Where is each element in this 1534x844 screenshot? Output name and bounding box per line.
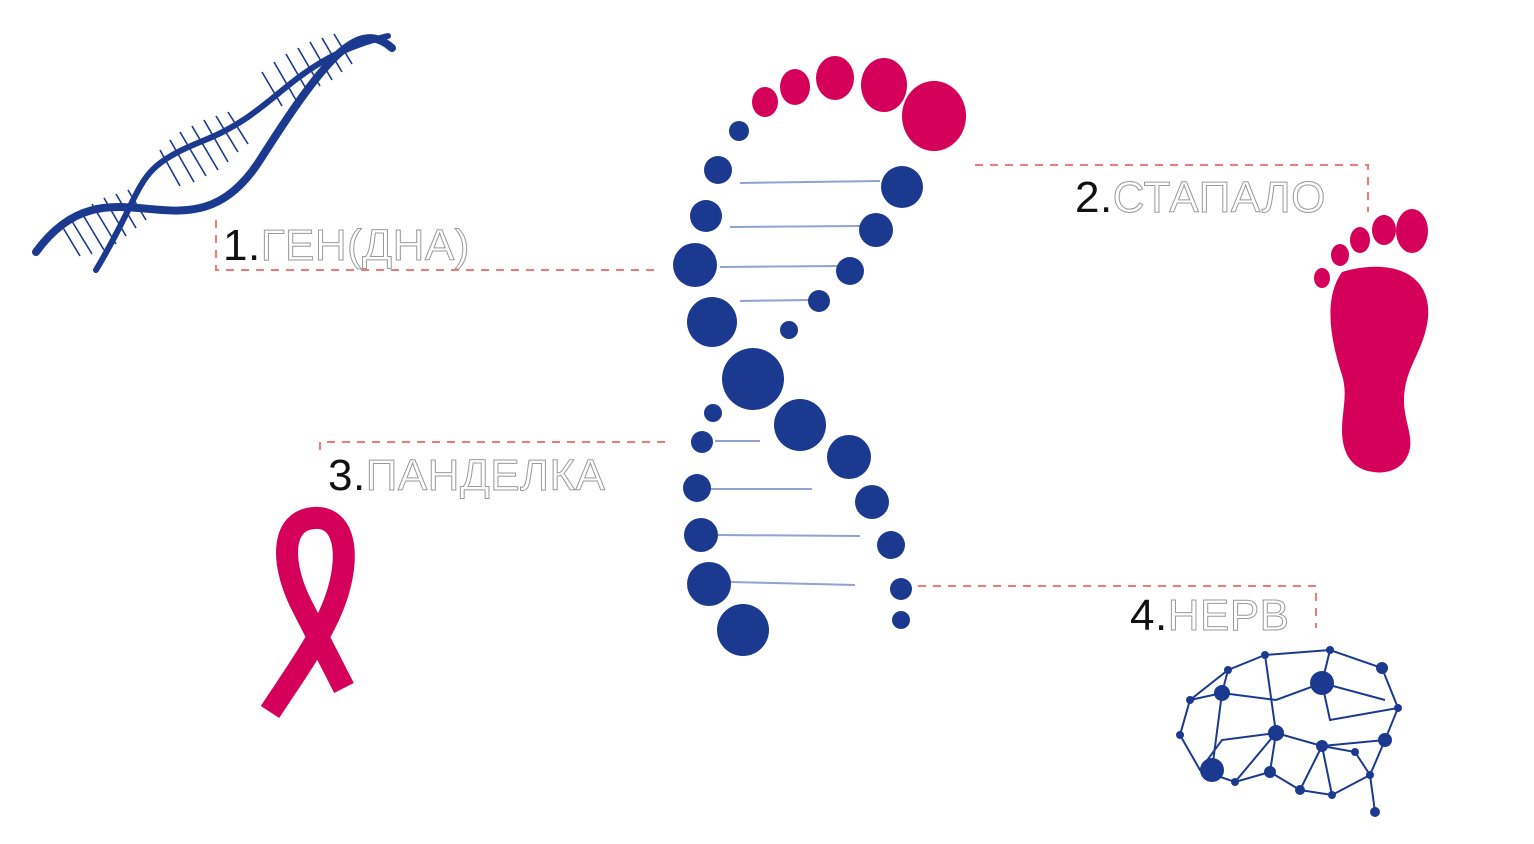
label-gene-dna: 1.ГЕН(ДНА)	[223, 221, 470, 270]
leader-line-4	[918, 585, 1317, 628]
label-foot: 2.СТАПАЛО	[1075, 173, 1326, 222]
label-4-number: 4.	[1130, 591, 1168, 640]
label-3-number: 3.	[328, 451, 366, 500]
label-ribbon: 3.ПАНДЕЛКА	[328, 451, 606, 500]
label-1-word: ГЕН(ДНА)	[260, 221, 470, 270]
label-2-word: СТАПАЛО	[1112, 173, 1326, 222]
toe-dots	[752, 56, 966, 151]
neural-brain-icon	[1176, 646, 1402, 817]
label-1-number: 1.	[223, 221, 261, 270]
leader-lines	[215, 164, 1369, 628]
dna-footprint-figure	[673, 56, 966, 656]
leader-line-3	[319, 441, 665, 450]
leader-line-2	[975, 164, 1369, 212]
rungs	[710, 180, 881, 586]
leader-line-1	[215, 220, 660, 271]
awareness-ribbon-icon	[260, 507, 355, 718]
label-3-word: ПАНДЕЛКА	[365, 451, 606, 500]
dna-helix-icon	[32, 33, 396, 273]
label-2-number: 2.	[1075, 173, 1113, 222]
strand-dots	[673, 121, 923, 656]
label-4-word: НЕРВ	[1167, 591, 1290, 640]
label-nerve: 4.НЕРВ	[1130, 591, 1290, 640]
footprint-icon	[1314, 209, 1429, 473]
